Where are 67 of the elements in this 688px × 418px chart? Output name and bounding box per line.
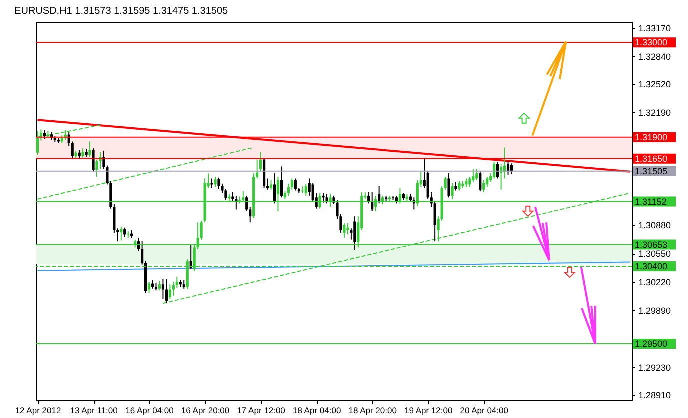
ref-line-label: 1.31650 — [635, 154, 668, 164]
candlestick — [218, 177, 220, 190]
candlestick — [496, 162, 500, 180]
candlestick — [214, 176, 217, 188]
ref-line-label: 1.31505 — [635, 166, 668, 176]
candlestick — [510, 163, 514, 174]
candlestick — [346, 222, 350, 236]
y-tick-label: 1.29230 — [638, 362, 672, 373]
candlestick — [168, 284, 172, 300]
candlestick — [82, 148, 84, 159]
candlestick — [176, 276, 178, 289]
candlestick — [326, 194, 328, 204]
candlestick — [92, 148, 95, 172]
candlestick — [493, 162, 496, 180]
ref-line-label: 1.30653 — [635, 240, 668, 250]
chart-title: EURUSD,H1 1.31573 1.31595 1.31475 1.31505 — [14, 6, 229, 17]
candlestick — [148, 282, 151, 294]
candlestick — [434, 201, 436, 242]
x-tick-label: 18 Apr 04:00 — [292, 406, 342, 416]
x-tick-label: 16 Apr 20:00 — [181, 406, 230, 416]
ref-line-label: 1.29500 — [635, 339, 668, 350]
candlestick — [458, 180, 461, 192]
candlestick — [304, 183, 308, 196]
candlestick — [448, 173, 450, 198]
candlestick — [506, 160, 510, 176]
candlestick — [165, 278, 168, 304]
candlestick — [280, 166, 284, 198]
candlestick — [273, 173, 276, 204]
y-tick-label: 1.30220 — [638, 278, 672, 288]
candlestick — [162, 278, 165, 300]
candlestick — [322, 192, 325, 204]
x-tick-label: 20 Apr 04:00 — [460, 406, 509, 416]
candlestick — [210, 178, 214, 189]
candlestick — [290, 178, 294, 190]
x-tick-label: 13 Apr 11:00 — [70, 406, 118, 416]
candlestick — [451, 182, 454, 200]
y-tick-label: 1.32520 — [638, 79, 672, 90]
x-tick-label: 19 Apr 12:00 — [404, 406, 453, 416]
candlestick — [124, 227, 126, 238]
ref-line-label: 1.31900 — [635, 132, 668, 142]
x-tick-label: 17 Apr 12:00 — [237, 406, 286, 416]
x-tick-label: 12 Apr 2012 — [15, 406, 62, 416]
ref-line-label: 1.31152 — [635, 196, 667, 207]
candlestick — [232, 192, 234, 202]
y-tick-label: 1.32190 — [638, 108, 672, 118]
ref-line-label: 1.33000 — [635, 38, 668, 48]
candlestick — [479, 170, 482, 192]
y-tick-label: 1.29890 — [638, 306, 672, 316]
candlestick — [120, 226, 123, 242]
x-tick-label: 16 Apr 04:00 — [126, 406, 174, 416]
y-tick-label: 1.30550 — [638, 249, 672, 260]
candlestick — [88, 141, 92, 158]
ref-line-label: 1.30400 — [635, 262, 668, 272]
candlestick — [343, 222, 346, 239]
candlestick — [158, 280, 162, 292]
x-tick-label: 18 Apr 20:00 — [348, 406, 398, 416]
candlestick — [294, 178, 297, 192]
candlestick — [354, 216, 356, 251]
candlestick — [468, 176, 472, 188]
y-tick-label: 1.28910 — [638, 390, 672, 400]
candlestick — [476, 168, 478, 181]
candlestick — [270, 180, 273, 190]
candlestick — [378, 186, 381, 204]
y-tick-label: 1.33170 — [638, 24, 672, 34]
y-tick-label: 1.32840 — [638, 52, 672, 62]
candlestick — [482, 180, 486, 193]
y-tick-label: 1.30880 — [638, 220, 672, 231]
